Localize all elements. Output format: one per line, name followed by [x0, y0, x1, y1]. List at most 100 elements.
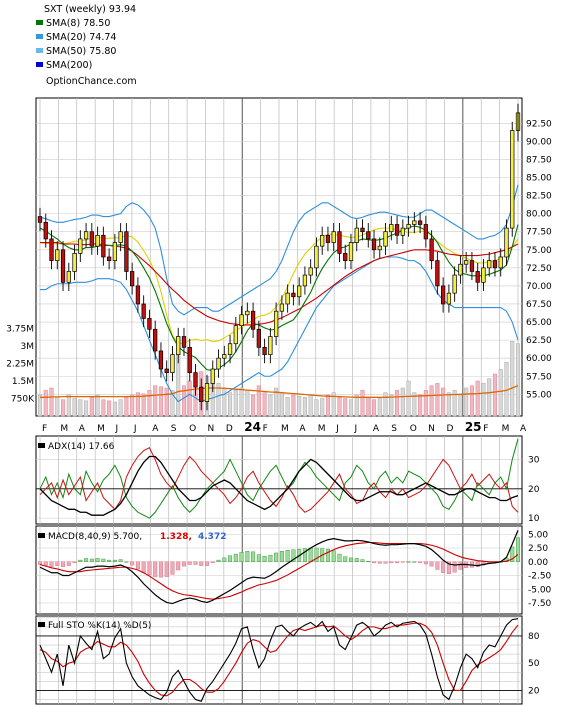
macd-histogram-bar: [262, 556, 267, 562]
macd-histogram-bar: [337, 553, 342, 562]
macd-histogram-bar: [135, 561, 140, 570]
price-candle: [199, 386, 204, 402]
volume-bar: [481, 383, 486, 417]
sto-y-tick: 20: [528, 686, 540, 696]
macd-histogram-bar: [314, 547, 319, 562]
macd-histogram-bar: [124, 561, 129, 563]
volume-bar: [124, 397, 129, 417]
macd-histogram-bar: [308, 547, 313, 562]
macd-histogram-bar: [285, 550, 290, 562]
sto-title: Full STO %K(14) %D(5): [48, 621, 151, 631]
macd-y-tick: -7.50: [528, 599, 552, 609]
legend-label-sma200: SMA(200): [46, 60, 92, 71]
x-tick-label: D: [226, 424, 233, 434]
macd-histogram-bar: [366, 561, 371, 563]
price-candle: [95, 234, 100, 247]
volume-bar: [469, 385, 474, 417]
price-candle: [89, 231, 94, 247]
volume-bar: [233, 390, 238, 417]
volume-bar: [366, 397, 371, 417]
sma8-line: [39, 224, 519, 372]
legend-label-sma20: SMA(20) 74.74: [46, 32, 116, 43]
volume-bar: [239, 387, 244, 417]
x-tick-label: A: [152, 424, 159, 434]
macd-signal-line: [39, 541, 519, 600]
macd-histogram-bar: [222, 557, 227, 562]
x-tick-label: N: [207, 424, 214, 434]
price-candle: [101, 234, 106, 258]
volume-bar: [222, 387, 227, 417]
price-candle: [285, 292, 290, 305]
price-candle: [291, 292, 296, 298]
adx-title: ADX(14) 17.66: [48, 442, 115, 452]
price-candle: [308, 267, 313, 276]
macd-histogram-bar: [274, 552, 279, 562]
x-tick-label: M: [318, 424, 326, 434]
price-candle: [43, 221, 48, 240]
x-tick-label: M: [60, 424, 68, 434]
price-y-tick: 90.00: [526, 137, 552, 147]
volume-bar: [475, 380, 480, 417]
volume-bar: [55, 397, 60, 417]
macd-histogram-bar: [325, 548, 330, 562]
macd-histogram-bar: [216, 559, 221, 562]
x-tick-label: M: [97, 424, 105, 434]
macd-histogram-bar: [205, 561, 209, 566]
volume-bar: [216, 383, 221, 417]
volume-bar: [435, 383, 440, 417]
volume-bar: [89, 397, 94, 417]
volume-bar: [279, 392, 284, 417]
macd-histogram-bar: [130, 561, 135, 566]
macd-y-tick: -2.50: [528, 572, 552, 582]
macd-histogram-bar: [349, 557, 353, 562]
volume-bar: [429, 385, 434, 417]
macd-histogram-bar: [84, 558, 89, 562]
macd-histogram-bar: [279, 551, 284, 562]
macd-histogram-bar: [239, 552, 244, 562]
macd-histogram-bar: [441, 561, 446, 573]
price-candle: [187, 346, 192, 373]
volume-bar: [291, 394, 296, 417]
price-candle: [406, 224, 411, 229]
adx-di-plus-line: [39, 438, 519, 519]
volume-bar: [412, 392, 417, 417]
volume-bar: [256, 385, 261, 417]
macd-y-tick: 5.00: [528, 530, 548, 540]
bollinger-lower-line: [40, 256, 519, 403]
volume-bar: [164, 387, 169, 417]
volume-bar: [423, 390, 428, 417]
legend-label-sma8: SMA(8) 78.50: [46, 18, 110, 29]
volume-bar: [348, 399, 354, 417]
price-candle: [158, 350, 164, 370]
price-candle: [141, 303, 146, 319]
price-candle: [498, 256, 503, 269]
price-candle: [337, 231, 342, 254]
volume-bar: [78, 399, 83, 417]
macd-title: MACD(8,40,9) 5.700,: [48, 532, 142, 542]
price-candle: [37, 216, 43, 223]
macd-histogram-bar: [78, 559, 83, 562]
macd-histogram-bar: [181, 561, 186, 567]
volume-bar: [389, 394, 394, 417]
macd-histogram-bar: [475, 561, 480, 567]
macd-histogram-bar: [187, 561, 192, 565]
sma50-line: [40, 241, 519, 326]
x-tick-label: M: [281, 424, 289, 434]
volume-bar: [418, 394, 423, 417]
x-tick-label: 25: [465, 420, 482, 434]
price-y-tick: 65.00: [526, 318, 552, 328]
macd-histogram-bar: [400, 561, 405, 563]
adx-di-minus-line: [39, 447, 519, 513]
adx-y-tick: 20: [528, 485, 540, 495]
volume-bar: [245, 390, 250, 417]
macd-hist-value: 4.372: [198, 532, 226, 542]
price-candle: [112, 242, 118, 261]
macd-histogram-bar: [95, 558, 100, 562]
price-candle: [262, 346, 267, 355]
volume-bar: [492, 373, 497, 417]
volume-bar: [441, 387, 446, 417]
volume-bar: [400, 387, 405, 417]
sto-y-tick: 50: [528, 659, 540, 669]
volume-bar: [320, 398, 325, 417]
macd-histogram-bar: [389, 561, 394, 564]
